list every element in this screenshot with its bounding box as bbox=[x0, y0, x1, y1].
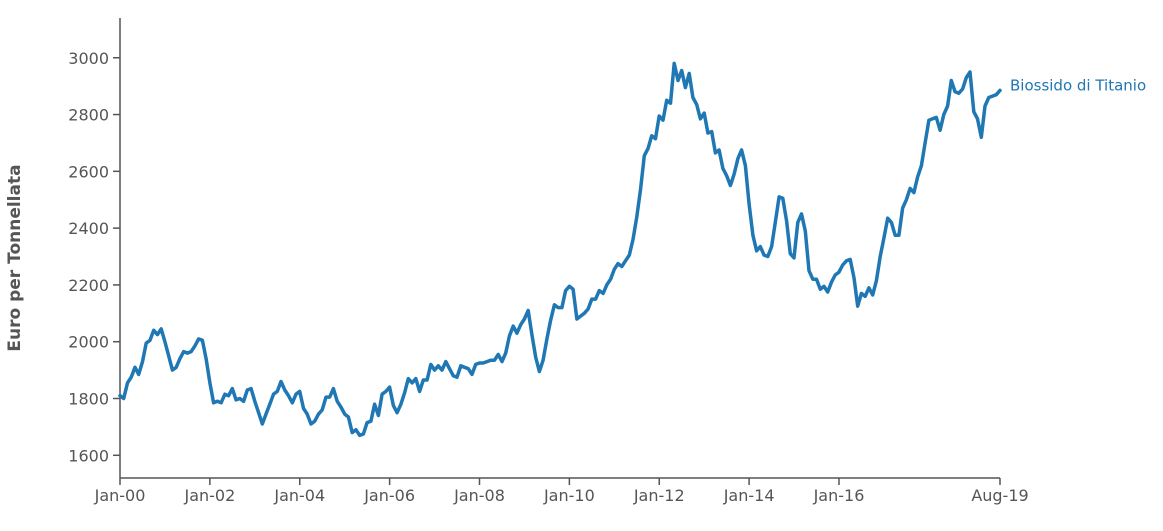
x-tick-label: Jan-02 bbox=[183, 486, 235, 505]
x-axis-ticks: Jan-00 Jan-02 Jan-04 Jan-06 Jan-08 Jan-10 Jan-… bbox=[94, 478, 1029, 505]
y-tick-label: 2400 bbox=[68, 219, 109, 238]
y-tick-label: 1600 bbox=[68, 446, 109, 465]
x-tick-label: Jan-16 bbox=[813, 486, 865, 505]
y-tick-label: 3000 bbox=[68, 49, 109, 68]
y-tick-label: 2000 bbox=[68, 333, 109, 352]
x-tick-label: Jan-10 bbox=[543, 486, 595, 505]
x-tick-label: Jan-06 bbox=[363, 486, 415, 505]
y-tick-label: 2800 bbox=[68, 106, 109, 125]
x-tick-label: Jan-00 bbox=[94, 486, 146, 505]
x-tick-label: Jan-12 bbox=[633, 486, 685, 505]
x-tick-label: Jan-04 bbox=[273, 486, 325, 505]
series-line-biossido-di-titanio bbox=[118, 61, 1002, 438]
x-tick-label: Aug-19 bbox=[971, 486, 1028, 505]
y-axis-title: Euro per Tonnellata bbox=[5, 164, 25, 351]
y-tick-label: 2600 bbox=[68, 162, 109, 181]
series-label: Biossido di Titanio bbox=[1010, 76, 1146, 94]
y-axis-ticks: 1600 1800 2000 2200 2400 2600 2800 3000 bbox=[68, 49, 120, 465]
y-tick-label: 2200 bbox=[68, 276, 109, 295]
x-tick-label: Jan-14 bbox=[723, 486, 775, 505]
y-tick-label: 1800 bbox=[68, 389, 109, 408]
x-tick-label: Jan-08 bbox=[453, 486, 505, 505]
